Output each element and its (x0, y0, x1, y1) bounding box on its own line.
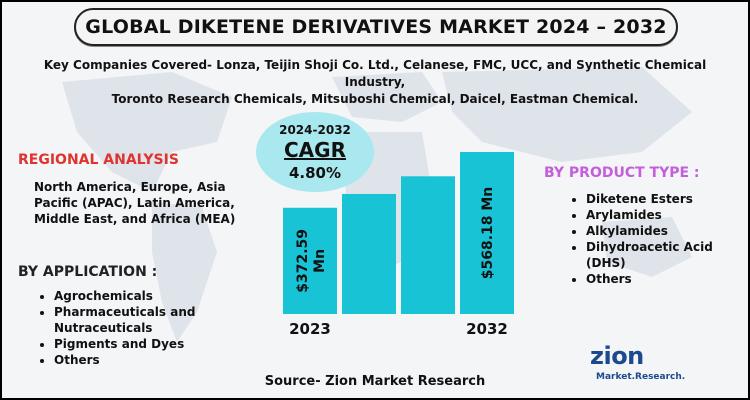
bar-1 (342, 193, 396, 314)
product-item: Others (586, 271, 748, 287)
bar-3 (460, 152, 514, 314)
key-companies: Key Companies Covered- Lonza, Teijin Sho… (12, 57, 738, 108)
cagr-label: CAGR (284, 138, 346, 162)
product-item: Diketene Esters (586, 191, 748, 207)
x-tick-label-3: 2032 (466, 320, 508, 338)
product-item: Dihydroacetic Acid (DHS) (586, 239, 748, 271)
cagr-range: 2024-2032 (279, 123, 351, 137)
bar-value-label-0: $372.59Mn (295, 229, 328, 293)
application-item: Pigments and Dyes (54, 336, 254, 352)
x-tick-label-0: 2023 (289, 320, 331, 338)
application-item: Pharmaceuticals and Nutraceuticals (54, 304, 254, 336)
product-type-title: BY PRODUCT TYPE : (544, 165, 700, 181)
source-note: Source- Zion Market Research (264, 374, 486, 389)
regional-analysis-text: North America, Europe, Asia Pacific (APA… (34, 180, 236, 226)
application-list: Agrochemicals Pharmaceuticals and Nutrac… (36, 288, 254, 368)
product-type-list: Diketene Esters Arylamides Alkylamides D… (568, 191, 748, 287)
companies-line-2: Toronto Research Chemicals, Mitsuboshi C… (111, 92, 639, 106)
bar-2 (401, 176, 455, 314)
bar-value-label-3: $568.18 Mn (480, 187, 496, 280)
logo-brand: zion (590, 342, 644, 370)
cagr-value: 4.80% (288, 164, 342, 182)
companies-line-1: Key Companies Covered- Lonza, Teijin Sho… (43, 58, 707, 89)
logo-subtitle: Market.Research. (596, 372, 686, 382)
application-item: Others (54, 352, 254, 368)
application-title: BY APPLICATION : (18, 264, 158, 280)
product-item: Arylamides (586, 207, 748, 223)
page-title: GLOBAL DIKETENE DERIVATIVES MARKET 2024 … (85, 16, 667, 38)
cagr-bubble (256, 112, 374, 192)
bar-0 (283, 207, 337, 314)
application-item: Agrochemicals (54, 288, 254, 304)
product-item: Alkylamides (586, 223, 748, 239)
regional-analysis-title: REGIONAL ANALYSIS (18, 152, 179, 168)
title-banner: GLOBAL DIKETENE DERIVATIVES MARKET 2024 … (74, 8, 678, 46)
zion-logo: zion Market.Research. (590, 342, 700, 388)
